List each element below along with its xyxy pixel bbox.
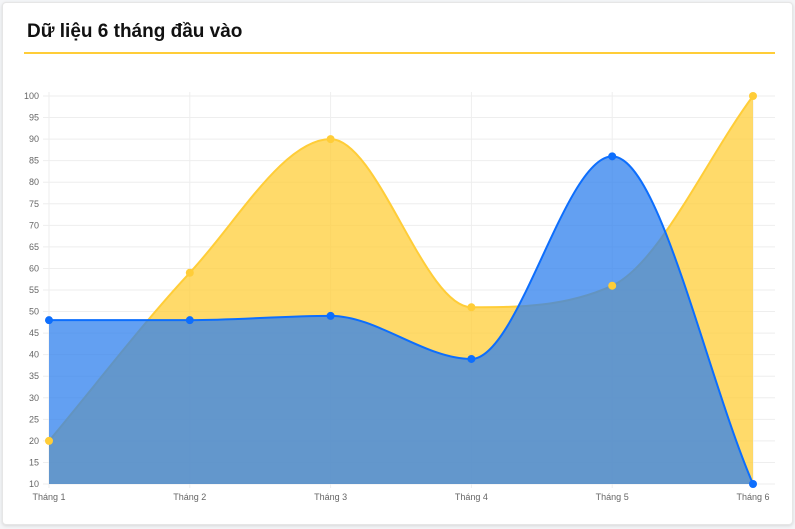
y-tick-label: 30 <box>29 393 39 403</box>
series-1-point <box>326 135 335 144</box>
series-2-area <box>49 156 753 484</box>
y-tick-label: 75 <box>29 199 39 209</box>
axis-layer: 10 15 20 25 30 35 40 45 50 55 60 65 70 75 80 85 90 95 100 T… <box>24 91 770 502</box>
x-tick-label: Tháng 5 <box>596 492 629 502</box>
y-tick-label: 95 <box>29 113 39 123</box>
y-tick-label: 100 <box>24 91 39 101</box>
title-divider <box>24 52 775 54</box>
series-2-point <box>326 311 335 320</box>
series-1-point <box>185 268 194 277</box>
y-tick-label: 25 <box>29 414 39 424</box>
series-2-point <box>185 316 194 325</box>
card-title: Dữ liệu 6 tháng đầu vào <box>27 21 243 42</box>
y-tick-label: 80 <box>29 177 39 187</box>
x-tick-label: Tháng 3 <box>314 492 347 502</box>
y-tick-label: 10 <box>29 479 39 489</box>
y-tick-label: 35 <box>29 371 39 381</box>
y-tick-label: 85 <box>29 156 39 166</box>
y-tick-label: 60 <box>29 263 39 273</box>
x-tick-label: Tháng 2 <box>173 492 206 502</box>
series-1-point <box>467 303 476 312</box>
x-tick-label: Tháng 1 <box>32 492 65 502</box>
series-2-point <box>608 152 617 161</box>
y-tick-label: 55 <box>29 285 39 295</box>
series-2-point <box>467 354 476 363</box>
y-tick-label: 70 <box>29 220 39 230</box>
x-tick-label: Tháng 4 <box>455 492 488 502</box>
points-layer <box>45 92 757 488</box>
y-tick-label: 20 <box>29 436 39 446</box>
y-tick-label: 50 <box>29 307 39 317</box>
x-tick-label: Tháng 6 <box>736 492 769 502</box>
y-tick-label: 65 <box>29 242 39 252</box>
y-tick-label: 45 <box>29 328 39 338</box>
y-tick-label: 40 <box>29 350 39 360</box>
series-2-point <box>45 316 53 325</box>
y-tick-label: 90 <box>29 134 39 144</box>
series-2-point <box>749 480 757 488</box>
series-1-point <box>45 436 53 445</box>
y-tick-label: 15 <box>29 457 39 467</box>
series-1-point <box>749 92 757 100</box>
series-1-point <box>608 281 617 290</box>
